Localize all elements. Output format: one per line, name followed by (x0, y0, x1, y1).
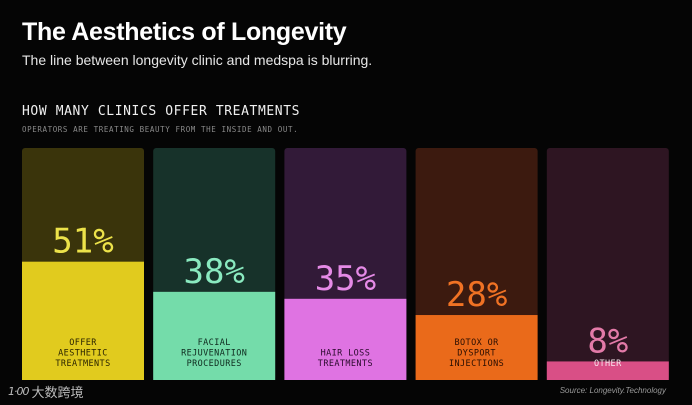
category-label-0: OFFER AESTHETIC TREATMENTS (55, 338, 110, 369)
value-label-1: 38% (183, 252, 244, 292)
watermark: 1·00 大数跨境 (8, 382, 84, 401)
value-label-0: 51% (52, 222, 113, 262)
value-label-3: 28% (446, 275, 507, 315)
page-title: The Aesthetics of Longevity (22, 18, 347, 46)
category-label-2: HAIR LOSS TREATMENTS (318, 349, 373, 370)
page-subtitle: The line between longevity clinic and me… (22, 52, 373, 68)
category-label-3: BOTOX OR DYSPORT INJECTIONS (449, 338, 504, 369)
bar-3 (415, 315, 538, 380)
bar-2 (284, 298, 407, 380)
bar-4 (546, 361, 669, 380)
watermark-logo-icon: 1·00 (8, 385, 29, 398)
bar-0 (22, 261, 144, 380)
value-label-4: 8% (587, 321, 628, 361)
category-label-1: FACIAL REJUVENATION PROCEDURES (181, 338, 247, 369)
chart-title: HOW MANY CLINICS OFFER TREATMENTS (22, 104, 301, 119)
watermark-text: 大数跨境 (31, 385, 84, 400)
bar-panel-4 (546, 148, 669, 380)
category-label-4: OTHER (594, 359, 622, 369)
bar-1 (153, 291, 276, 380)
source-note: Source: Longevity.Technology (559, 386, 666, 395)
chart-subtitle: OPERATORS ARE TREATING BEAUTY FROM THE I… (22, 125, 299, 134)
value-label-2: 35% (315, 259, 376, 299)
